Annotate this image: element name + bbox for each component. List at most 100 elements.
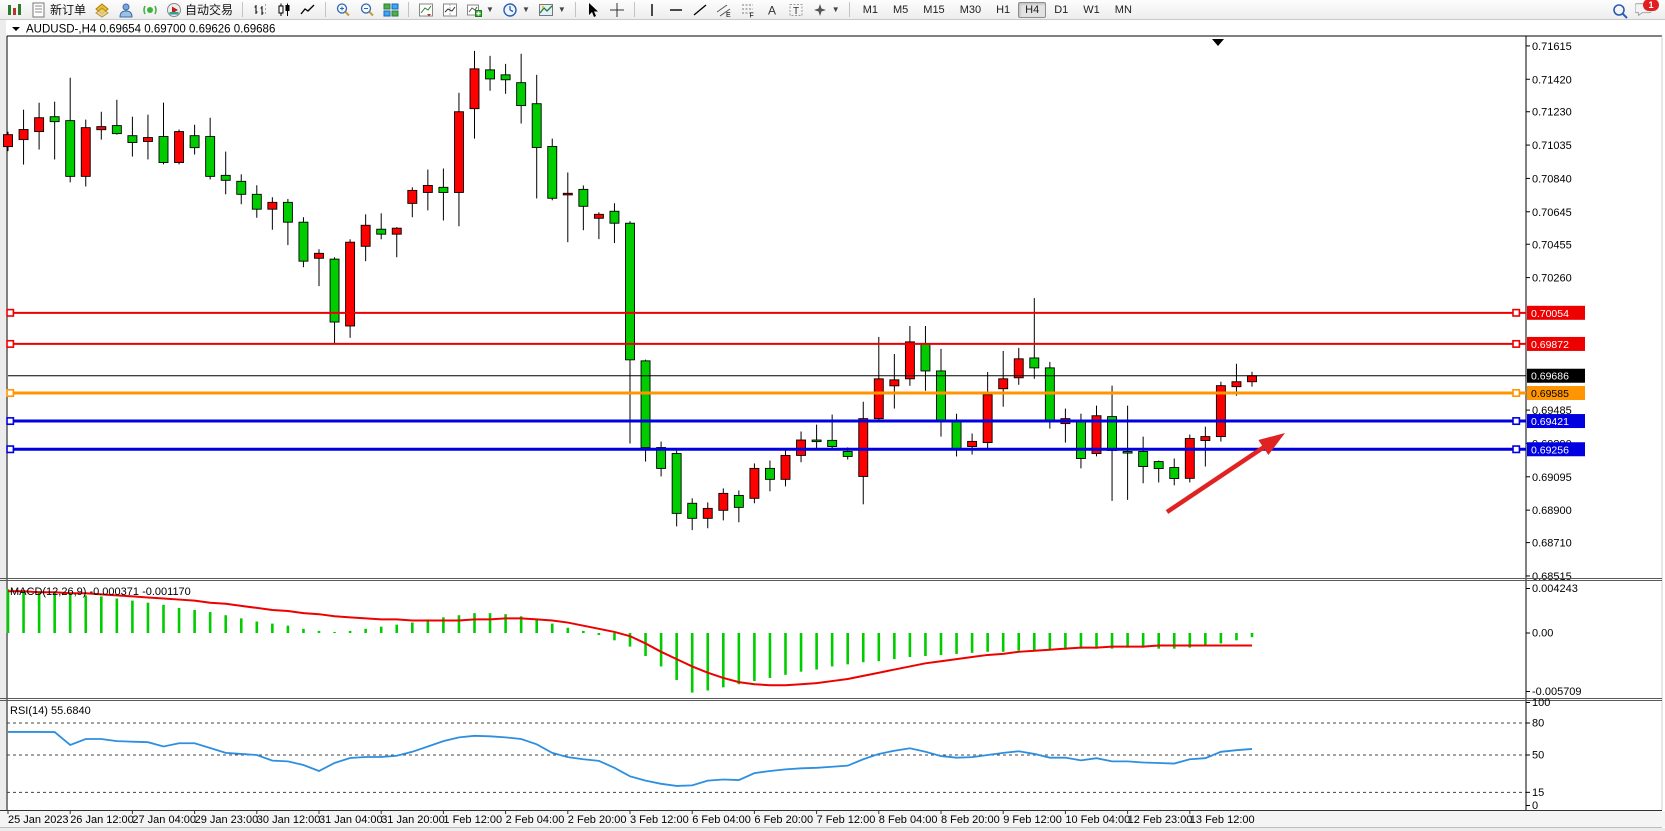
candlestick-chart-button[interactable] [273, 1, 295, 19]
symbol-dropdown-icon[interactable] [12, 27, 20, 31]
macd-axis-label: 0.00 [1532, 628, 1553, 640]
navigator-button[interactable] [115, 1, 137, 19]
cursor-tool-button[interactable] [582, 1, 604, 19]
fibonacci-tool[interactable]: F [737, 1, 759, 19]
line-chart-button[interactable] [297, 1, 319, 19]
candle-bullish [982, 394, 993, 444]
text-tool[interactable]: A [761, 1, 783, 19]
new-order-button[interactable]: 新订单 [28, 1, 89, 19]
timeframe-mn[interactable]: MN [1114, 3, 1132, 16]
templates-dropdown[interactable]: ▼ [535, 1, 569, 19]
arrows-dropdown[interactable]: ▼ [809, 1, 843, 19]
window-bottom-edge [0, 828, 1665, 831]
hline-handle[interactable] [1512, 389, 1521, 398]
hline-0.69421[interactable]: 0.69421 [6, 414, 1585, 429]
hline-0.69256[interactable]: 0.69256 [6, 442, 1585, 457]
notifications-button[interactable]: 1 [1634, 0, 1659, 19]
hline-0.69585[interactable]: 0.69585 [6, 386, 1585, 401]
time-label[interactable]: 10 Feb 04:00 [1065, 814, 1130, 826]
hline-handle[interactable] [6, 445, 15, 454]
trendline-tool[interactable] [689, 1, 711, 19]
candle-bearish [547, 146, 558, 199]
candle-bearish [1169, 467, 1180, 479]
hline-0.69686[interactable]: 0.69686 [8, 368, 1585, 383]
timeframe-h1[interactable]: H1 [996, 3, 1011, 16]
timeframe-m5[interactable]: M5 [893, 3, 909, 16]
template-icon [538, 2, 554, 18]
periods-dropdown[interactable]: ▼ [499, 1, 533, 19]
time-label[interactable]: 30 Jan 12:00 [257, 814, 321, 826]
market-watch-button[interactable] [91, 1, 113, 19]
time-label[interactable]: 12 Feb 23:00 [1128, 814, 1193, 826]
indicator-list-button[interactable] [415, 1, 437, 19]
time-axis-strip [0, 811, 1665, 827]
hline-handle[interactable] [1512, 445, 1521, 454]
candle-bullish [780, 454, 791, 480]
time-label[interactable]: 3 Feb 12:00 [630, 814, 689, 826]
chart-shift-marker-icon[interactable] [1212, 39, 1224, 46]
timeframe-d1[interactable]: D1 [1054, 3, 1069, 16]
toolbar-separator [242, 2, 244, 17]
hline-0.70054[interactable]: 0.70054 [6, 305, 1585, 320]
arrow-shaft[interactable] [1165, 443, 1268, 514]
time-label[interactable]: 27 Jan 04:00 [132, 814, 196, 826]
time-label[interactable]: 8 Feb 20:00 [941, 814, 1000, 826]
timeframe-m15[interactable]: M15 [923, 3, 945, 16]
candle-bearish [189, 135, 200, 149]
time-label[interactable]: 1 Feb 12:00 [443, 814, 502, 826]
time-label[interactable]: 8 Feb 04:00 [879, 814, 938, 826]
signals-button[interactable] [139, 1, 161, 19]
hline-handle[interactable] [6, 417, 15, 426]
rsi-axis-label: 80 [1532, 718, 1544, 730]
hline-handle[interactable] [6, 339, 15, 348]
candle-bearish [251, 193, 262, 210]
dropdown-caret-icon: ▼ [831, 5, 840, 14]
zoom-in-button[interactable] [332, 1, 354, 19]
candle-bearish [656, 447, 667, 469]
autotrade-button[interactable]: 自动交易 [163, 1, 236, 19]
time-label[interactable]: 31 Jan 04:00 [319, 814, 383, 826]
new-chart-button[interactable] [4, 1, 26, 19]
arrow-head[interactable] [1258, 433, 1285, 455]
hline-handle[interactable] [1512, 308, 1521, 317]
hline-handle[interactable] [6, 389, 15, 398]
hline-handle[interactable] [1512, 339, 1521, 348]
time-label[interactable]: 6 Feb 20:00 [754, 814, 813, 826]
zoom-out-button[interactable] [356, 1, 378, 19]
time-label[interactable]: 13 Feb 12:00 [1190, 814, 1255, 826]
new-order-icon [31, 2, 47, 18]
timeframe-w1[interactable]: W1 [1083, 3, 1100, 16]
tile-windows-button[interactable] [380, 1, 402, 19]
hline-handle[interactable] [6, 308, 15, 317]
horizontal-line-tool[interactable] [665, 1, 687, 19]
time-label[interactable]: 29 Jan 23:00 [195, 814, 259, 826]
timeframe-m1[interactable]: M1 [862, 3, 878, 16]
crosshair-tool-button[interactable] [606, 1, 628, 19]
time-label[interactable]: 7 Feb 12:00 [817, 814, 876, 826]
timeframe-m30[interactable]: M30 [959, 3, 982, 16]
channel-tool[interactable]: E [713, 1, 735, 19]
search-icon[interactable] [1611, 2, 1628, 19]
time-label[interactable]: 6 Feb 04:00 [692, 814, 751, 826]
text-label-tool[interactable]: T [785, 1, 807, 19]
time-label[interactable]: 9 Feb 12:00 [1003, 814, 1062, 826]
time-label[interactable]: 25 Jan 2023 [8, 814, 69, 826]
macd-panel: MACD(12,26,9) -0.000371 -0.001170 0.00424… [6, 583, 1582, 698]
candle-bullish [407, 189, 418, 204]
time-label[interactable]: 2 Feb 20:00 [568, 814, 627, 826]
trend-arrow-annotation[interactable] [1165, 433, 1285, 514]
time-label[interactable]: 26 Jan 12:00 [70, 814, 134, 826]
period-separator-button[interactable] [439, 1, 461, 19]
hline-handle[interactable] [1512, 417, 1521, 426]
hline-0.69872[interactable]: 0.69872 [6, 336, 1585, 351]
time-label[interactable]: 31 Jan 20:00 [381, 814, 445, 826]
bar-chart-button[interactable] [249, 1, 271, 19]
price-tag-label: 0.70054 [1531, 308, 1569, 320]
candle-bearish [842, 451, 853, 457]
vertical-line-tool[interactable] [641, 1, 663, 19]
macd-axis-label: -0.005709 [1532, 686, 1582, 698]
time-label[interactable]: 2 Feb 04:00 [506, 814, 565, 826]
timeframe-h4[interactable]: H4 [1018, 1, 1047, 18]
add-indicator-dropdown[interactable]: ▼ [463, 1, 497, 19]
